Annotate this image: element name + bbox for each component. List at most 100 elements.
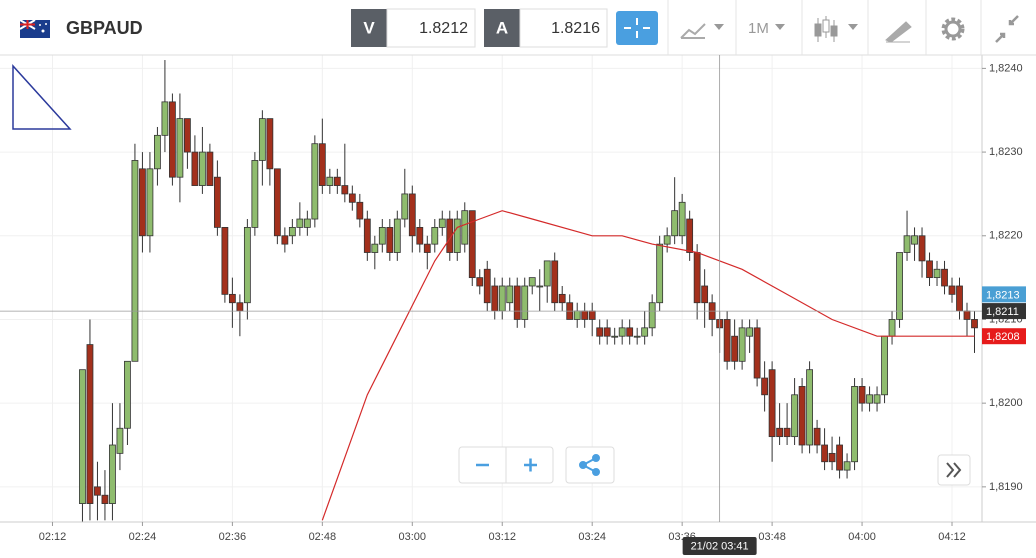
candle-body <box>228 293 236 304</box>
drawn-triangle[interactable] <box>12 64 72 130</box>
candle-body <box>423 243 431 253</box>
candle-body <box>836 444 843 471</box>
ask-price: 1.8216 <box>551 20 600 37</box>
candle-body <box>198 151 206 186</box>
candle-body <box>461 210 469 245</box>
y-tick-label: 1,8200 <box>989 397 1023 409</box>
candle-body <box>963 310 971 320</box>
candle-body <box>783 427 791 438</box>
candle-body <box>933 268 941 279</box>
ask-label: A <box>496 18 508 37</box>
candle-body <box>356 201 364 220</box>
candle-body <box>378 227 386 245</box>
candle-body <box>648 302 656 329</box>
candle-body <box>131 160 139 362</box>
candle-body <box>656 243 664 304</box>
chart-type-button[interactable] <box>668 0 736 55</box>
candle-body <box>918 235 926 262</box>
share-icon <box>579 454 600 476</box>
candle-body <box>109 444 116 504</box>
bid-price: 1.8212 <box>419 20 468 37</box>
candle-body <box>296 218 304 228</box>
x-tick-label: 03:24 <box>578 531 606 543</box>
candle-body <box>266 118 274 170</box>
x-tick-label: 03:48 <box>758 531 786 543</box>
candle-body <box>438 218 446 228</box>
candle-body <box>701 285 709 304</box>
candle-body <box>333 176 341 186</box>
candle-body <box>761 377 769 396</box>
candle-body <box>828 452 836 463</box>
x-tick-label: 02:48 <box>309 531 337 543</box>
share-button[interactable] <box>565 446 615 484</box>
candle-body <box>813 427 821 446</box>
y-tick-label: 1,8240 <box>989 62 1023 74</box>
candle-body <box>941 268 948 287</box>
candle-body <box>258 118 266 161</box>
candle-body <box>693 252 701 304</box>
draw-tool-button[interactable] <box>885 21 912 43</box>
candle-body <box>873 394 881 404</box>
candle-body <box>221 227 229 295</box>
candle-body <box>513 285 521 320</box>
candle-body <box>371 243 379 253</box>
candle-body <box>281 235 289 245</box>
candle-body <box>288 227 296 237</box>
price-tag <box>982 286 1026 303</box>
candle-body <box>753 327 761 379</box>
candle-body <box>588 310 596 320</box>
x-tick-label: 03:12 <box>488 531 516 543</box>
candle-body <box>536 285 544 288</box>
candle-body <box>731 335 739 362</box>
settings-button[interactable] <box>941 17 965 41</box>
candle-body <box>498 285 506 312</box>
candle-body <box>311 143 319 220</box>
candle-body <box>154 134 161 170</box>
candle-body <box>956 285 963 312</box>
candle-body <box>551 260 559 304</box>
candle-body <box>468 210 476 279</box>
bid-box[interactable] <box>386 8 476 48</box>
ask-tag[interactable] <box>484 9 520 47</box>
candle-body <box>971 319 978 329</box>
candle-body <box>408 193 416 237</box>
candle-body <box>101 494 109 504</box>
ask-box[interactable] <box>519 8 608 48</box>
candle-body <box>573 310 581 320</box>
candle-body <box>348 193 356 203</box>
flag <box>19 19 50 38</box>
separators <box>667 0 982 55</box>
crosshair-time-tag <box>682 537 757 555</box>
x-tick-label: 02:36 <box>219 531 247 543</box>
candle-body <box>401 193 409 220</box>
candle-body <box>738 327 746 362</box>
candle-body <box>798 386 806 446</box>
candle-body <box>558 293 566 304</box>
candle-body <box>326 176 334 186</box>
collapse-button[interactable] <box>995 15 1019 43</box>
candle-body <box>746 327 754 337</box>
candle-body <box>416 227 424 245</box>
candle-body <box>363 218 371 253</box>
candle-body <box>79 369 86 504</box>
candle-body <box>191 151 199 186</box>
scroll-end-icon <box>946 462 962 478</box>
zoom-in-button[interactable] <box>524 458 537 472</box>
candle-body <box>124 360 131 429</box>
crosshair-button[interactable] <box>616 11 658 45</box>
candle-body <box>483 268 491 304</box>
price-tag <box>982 328 1026 345</box>
candle-body <box>206 151 214 186</box>
candle-body <box>618 327 626 337</box>
bid-tag[interactable] <box>351 9 387 47</box>
candle-body <box>491 285 499 312</box>
timeframe-button[interactable]: 1M <box>748 20 785 37</box>
moving-average-line <box>321 210 975 521</box>
candle-type-button[interactable] <box>814 16 858 42</box>
candle-body <box>581 310 589 320</box>
y-tick-label: 1,8220 <box>989 230 1023 242</box>
candle-body <box>476 277 484 287</box>
candle-body <box>821 444 828 463</box>
